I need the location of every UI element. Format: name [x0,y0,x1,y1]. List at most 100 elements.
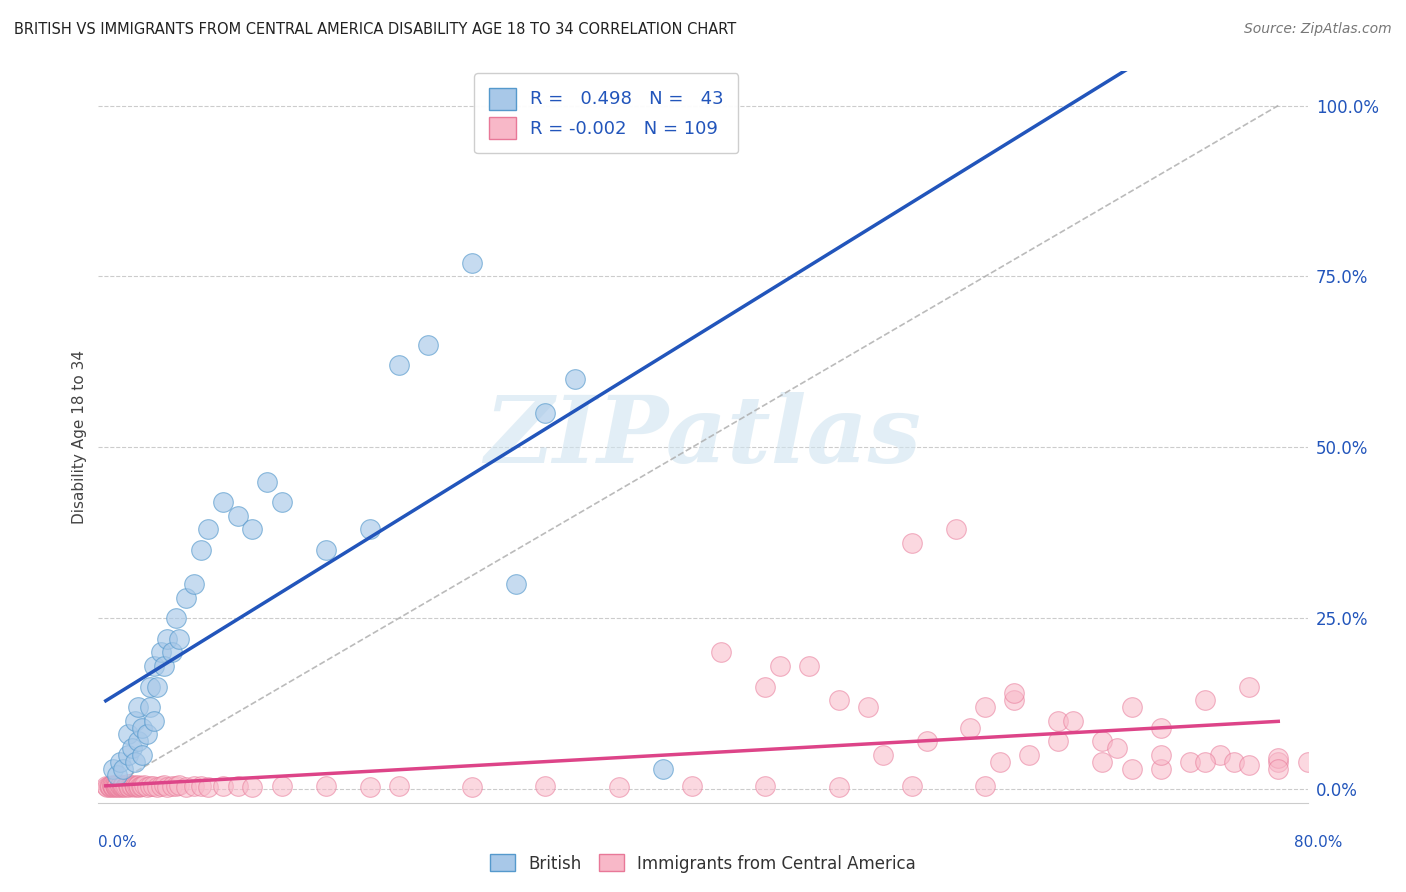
Point [1150,747,1173,762]
Point [160,645,183,659]
Point [176,591,198,605]
Point [100,780,122,794]
Point [1091,755,1114,769]
Point [142,779,165,793]
Point [127,778,149,792]
Point [105,779,128,793]
Point [974,779,997,793]
Point [127,700,149,714]
Point [124,780,146,794]
Point [1267,755,1289,769]
Legend: R =   0.498   N =   43, R = -0.002   N = 109: R = 0.498 N = 43, R = -0.002 N = 109 [474,73,738,153]
Point [534,780,557,794]
Point [1267,762,1289,776]
Point [681,780,703,794]
Point [651,762,673,776]
Point [226,779,249,793]
Point [132,778,155,792]
Point [112,780,135,794]
Point [110,755,132,769]
Point [176,780,198,794]
Point [190,542,212,557]
Point [1091,734,1114,748]
Point [165,780,187,794]
Point [97,780,120,794]
Point [915,734,938,748]
Point [1208,747,1230,762]
Point [114,780,136,794]
Point [110,778,132,792]
Point [564,372,586,386]
Text: 0.0%: 0.0% [98,836,138,850]
Point [534,406,557,420]
Point [945,522,967,536]
Point [98,780,121,794]
Point [107,780,129,794]
Point [1121,700,1143,714]
Point [1237,680,1260,694]
Point [156,632,179,646]
Point [117,779,139,793]
Point [108,780,131,794]
Point [240,522,263,536]
Point [974,700,997,714]
Point [1237,758,1260,772]
Point [153,659,176,673]
Point [1223,755,1246,769]
Point [135,727,157,741]
Point [101,762,124,776]
Point [111,779,134,793]
Point [607,780,630,794]
Point [856,700,879,714]
Point [115,780,138,794]
Text: 80.0%: 80.0% [1295,836,1343,850]
Point [461,256,484,270]
Y-axis label: Disability Age 18 to 34: Disability Age 18 to 34 [72,350,87,524]
Point [901,780,924,794]
Point [1018,747,1040,762]
Point [111,780,134,794]
Point [240,780,263,794]
Point [799,659,821,673]
Point [112,762,135,776]
Point [138,780,160,794]
Point [146,780,169,794]
Point [146,680,169,694]
Point [117,747,139,762]
Point [1004,686,1026,700]
Point [183,780,205,794]
Point [101,780,124,794]
Point [143,714,166,728]
Point [710,645,733,659]
Point [197,522,219,536]
Point [1194,755,1216,769]
Point [827,780,849,794]
Point [315,542,337,557]
Point [1047,714,1070,728]
Point [124,755,146,769]
Point [103,778,125,792]
Point [418,338,440,352]
Point [1150,721,1173,735]
Point [872,747,894,762]
Point [1004,693,1026,707]
Point [754,680,776,694]
Text: ZIPatlas: ZIPatlas [485,392,921,482]
Point [128,780,150,794]
Point [827,693,849,707]
Point [1180,755,1202,769]
Point [120,779,142,793]
Point [117,777,139,791]
Point [1105,741,1128,756]
Point [125,780,148,794]
Point [110,780,132,794]
Legend: British, Immigrants from Central America: British, Immigrants from Central America [484,847,922,880]
Point [118,780,141,794]
Point [160,779,183,793]
Point [388,780,411,794]
Point [359,522,381,536]
Point [131,780,153,794]
Point [1047,734,1070,748]
Point [165,611,187,625]
Point [107,768,129,782]
